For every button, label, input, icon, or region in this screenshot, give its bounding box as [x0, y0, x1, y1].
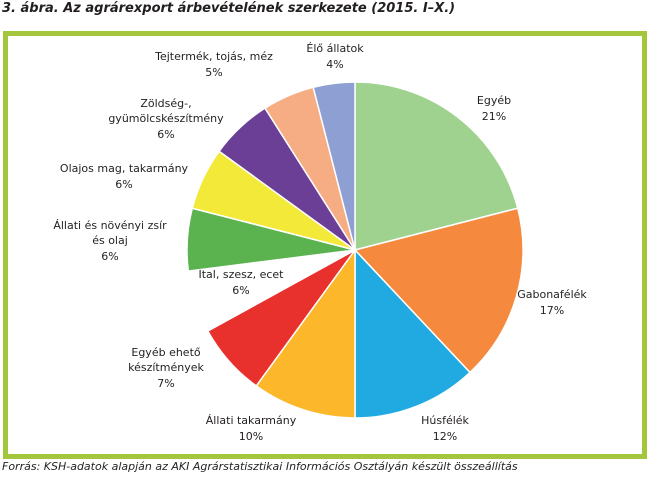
pie-slice	[354, 81, 519, 251]
slice-label: Tejtermék, tojás, méz 5%	[154, 50, 273, 79]
slice-label: Élő állatok 4%	[306, 42, 364, 71]
pie-labels: Egyéb 21% Gabonafélék 17% Húsfélék 12% Állati …	[53, 42, 587, 443]
slice-label: Állati takarmány 10%	[206, 414, 297, 443]
slice-value: 6%	[101, 250, 118, 263]
pie-slice	[354, 248, 472, 419]
slice-label: Állati és növényi zsír és olaj 6%	[53, 219, 167, 263]
slice-value: 6%	[157, 128, 174, 141]
slice-label: Olajos mag, takarmány 6%	[60, 162, 189, 191]
pie-slices	[186, 81, 524, 419]
slice-value: 6%	[232, 284, 249, 297]
slice-label: Gabonafélék 17%	[517, 288, 587, 317]
slice-value: 21%	[482, 110, 506, 123]
pie-slice	[312, 81, 356, 251]
slice-value: 4%	[326, 58, 343, 71]
slice-label: Egyéb ehető készítmények 7%	[128, 346, 204, 390]
source-note: Forrás: KSH-adatok alapján az AKI Agrárs…	[2, 460, 518, 473]
slice-value: 6%	[115, 178, 132, 191]
chart-frame	[3, 31, 647, 459]
slice-value: 12%	[433, 430, 457, 443]
slice-value: 7%	[157, 377, 174, 390]
slice-value: 17%	[540, 304, 564, 317]
pie-slice	[353, 207, 524, 374]
pie-slice	[255, 247, 356, 419]
slice-label: Egyéb 21%	[477, 94, 511, 123]
slice-label: Húsfélék 12%	[421, 414, 469, 443]
slice-value: 10%	[239, 430, 263, 443]
slice-label: Zöldség-, gyümölcskészítmény 6%	[108, 97, 224, 141]
slice-label: Ital, szesz, ecet 6%	[198, 268, 284, 297]
slice-value: 5%	[205, 66, 222, 79]
figure-title: 3. ábra. Az agrárexport árbevételének sz…	[2, 1, 456, 16]
